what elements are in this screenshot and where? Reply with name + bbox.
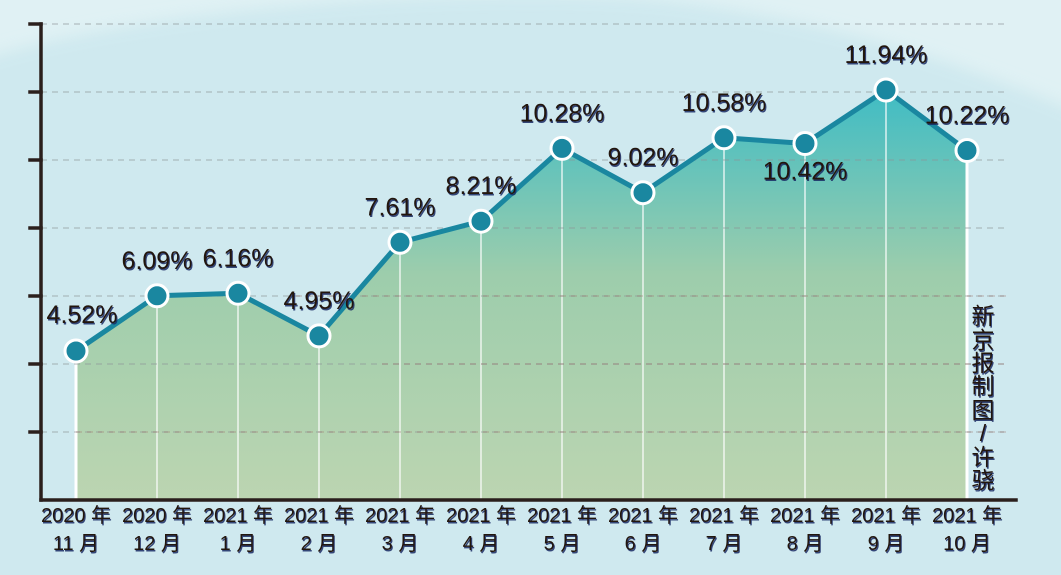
svg-text:11.94%: 11.94% <box>845 41 928 69</box>
svg-text:2021 年: 2021 年 <box>770 504 840 527</box>
svg-text:7.61%: 7.61% <box>365 193 436 221</box>
svg-text:/: / <box>980 420 987 446</box>
svg-text:6.16%: 6.16% <box>203 244 274 272</box>
svg-text:制: 制 <box>972 373 995 399</box>
svg-text:10.42%: 10.42% <box>763 158 848 186</box>
svg-text:2021 年: 2021 年 <box>284 504 354 527</box>
svg-text:12 月: 12 月 <box>133 533 181 555</box>
svg-text:8.21%: 8.21% <box>446 172 517 200</box>
svg-text:新: 新 <box>972 303 995 329</box>
svg-text:2 月: 2 月 <box>301 533 338 555</box>
svg-text:9.02%: 9.02% <box>608 144 679 172</box>
svg-text:2020 年: 2020 年 <box>41 504 111 527</box>
svg-text:4.95%: 4.95% <box>284 287 355 315</box>
svg-text:1 月: 1 月 <box>220 533 257 555</box>
svg-text:2021 年: 2021 年 <box>689 504 759 527</box>
svg-text:8 月: 8 月 <box>787 533 824 555</box>
svg-text:2020 年: 2020 年 <box>122 504 192 527</box>
svg-text:骁: 骁 <box>972 467 995 493</box>
svg-text:2021 年: 2021 年 <box>851 504 921 527</box>
svg-text:2021 年: 2021 年 <box>365 504 435 527</box>
svg-text:4 月: 4 月 <box>463 533 500 555</box>
svg-text:10.22%: 10.22% <box>925 102 1010 130</box>
svg-text:2021 年: 2021 年 <box>446 504 516 527</box>
svg-text:4.52%: 4.52% <box>47 301 118 329</box>
svg-text:3 月: 3 月 <box>382 533 419 555</box>
svg-text:5 月: 5 月 <box>544 533 581 555</box>
svg-text:2021 年: 2021 年 <box>527 504 597 527</box>
svg-text:2021 年: 2021 年 <box>932 504 1002 527</box>
svg-text:10 月: 10 月 <box>943 533 991 555</box>
svg-text:10.28%: 10.28% <box>520 99 605 127</box>
svg-text:9 月: 9 月 <box>868 533 905 555</box>
svg-text:10.58%: 10.58% <box>682 89 767 117</box>
svg-text:7 月: 7 月 <box>706 533 743 555</box>
svg-text:6.09%: 6.09% <box>122 247 193 275</box>
svg-text:11 月: 11 月 <box>53 533 99 555</box>
svg-text:2021 年: 2021 年 <box>203 504 273 527</box>
svg-text:6 月: 6 月 <box>625 533 662 555</box>
svg-text:2021 年: 2021 年 <box>608 504 678 527</box>
